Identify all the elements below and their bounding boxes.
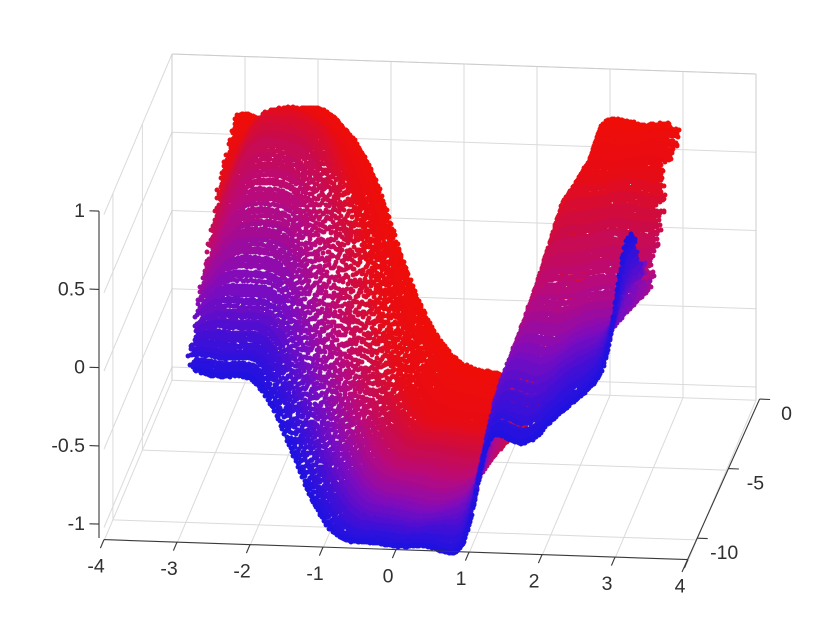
svg-text:0: 0 [383,566,394,588]
svg-text:-1: -1 [306,563,323,585]
svg-text:3: 3 [602,573,613,595]
svg-text:-2: -2 [233,561,250,583]
svg-text:2: 2 [529,571,540,593]
svg-text:0.5: 0.5 [58,278,85,300]
svg-text:0: 0 [74,357,85,379]
svg-text:-1: -1 [68,513,85,535]
svg-text:1: 1 [456,568,467,590]
svg-text:-10: -10 [710,542,738,564]
svg-text:1: 1 [74,200,85,222]
svg-text:-0.5: -0.5 [51,435,85,457]
svg-text:-5: -5 [747,473,764,495]
svg-text:-4: -4 [87,556,104,578]
svg-text:-3: -3 [160,558,177,580]
svg-text:0: 0 [781,403,792,425]
svg-text:4: 4 [675,576,686,598]
